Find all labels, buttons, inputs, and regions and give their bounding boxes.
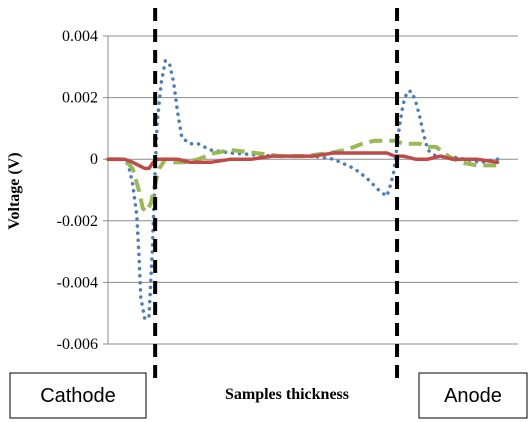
series-line-dotted <box>106 58 500 322</box>
series-line-dashed <box>108 138 498 214</box>
y-tick-label: -0.004 <box>57 274 98 291</box>
y-axis-ticks: 0.004 0.002 0 -0.002 -0.004 -0.006 <box>57 28 98 353</box>
y-tick-label: 0.004 <box>62 28 98 45</box>
series-line-solid <box>106 151 500 171</box>
y-axis-title: Voltage (V) <box>6 152 23 229</box>
y-tick-label: -0.006 <box>57 336 98 353</box>
series-lines <box>106 58 500 322</box>
y-tick-label: 0.002 <box>62 90 98 107</box>
x-axis-title: Samples thickness <box>225 386 349 403</box>
cathode-box: Cathode <box>9 372 147 419</box>
gridlines <box>103 35 518 345</box>
y-tick-label: 0 <box>90 151 98 168</box>
interface-markers <box>153 8 400 382</box>
anode-box: Anode <box>418 372 528 419</box>
anode-label: Anode <box>444 385 502 407</box>
y-tick-label: -0.002 <box>57 213 98 230</box>
cathode-label: Cathode <box>40 385 116 407</box>
